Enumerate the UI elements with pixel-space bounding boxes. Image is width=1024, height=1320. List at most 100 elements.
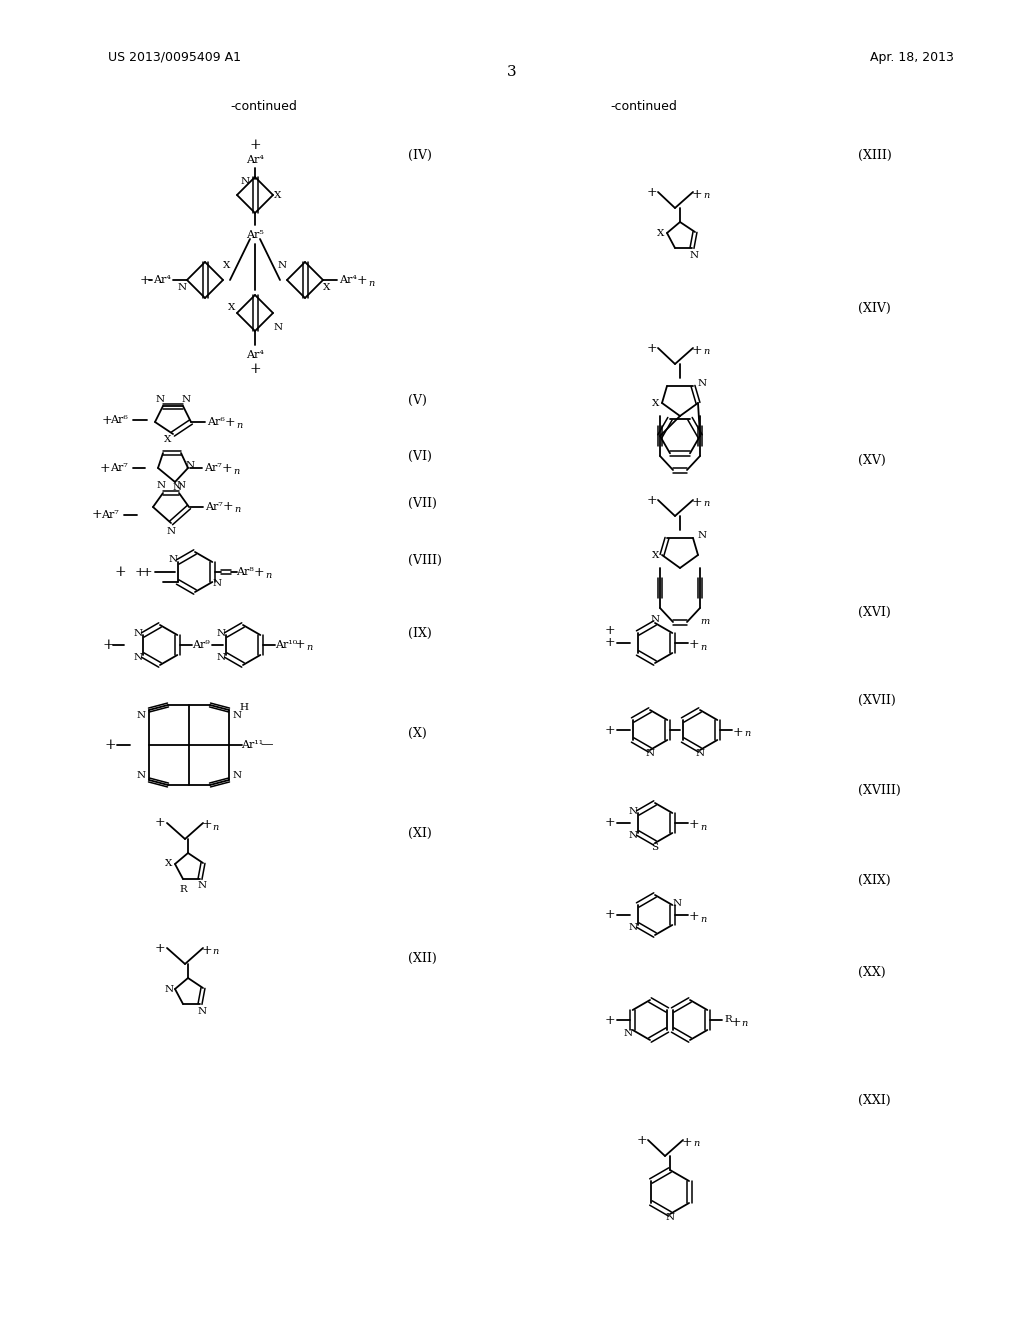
Text: N: N [650, 615, 659, 623]
Text: N: N [198, 1006, 207, 1015]
Text: +: + [135, 565, 145, 578]
Text: Ar⁴: Ar⁴ [153, 275, 171, 285]
Text: Ar¹⁰: Ar¹⁰ [274, 640, 297, 649]
Text: S: S [651, 842, 658, 851]
Text: n: n [236, 421, 242, 429]
Text: Ar⁴: Ar⁴ [246, 154, 264, 165]
Text: R: R [724, 1015, 732, 1024]
Text: X: X [324, 282, 331, 292]
Text: N: N [181, 396, 190, 404]
Text: —: — [261, 738, 273, 751]
Text: H: H [240, 702, 249, 711]
Text: (XV): (XV) [858, 454, 886, 466]
Text: X: X [274, 190, 282, 199]
Text: N: N [278, 260, 287, 269]
Text: +: + [691, 343, 702, 356]
Text: N: N [689, 251, 698, 260]
Text: N: N [198, 882, 207, 891]
Text: R: R [179, 884, 186, 894]
Text: n: n [306, 644, 312, 652]
Text: N: N [695, 750, 705, 759]
Text: n: n [743, 730, 751, 738]
Text: n: n [233, 506, 240, 515]
Text: 3: 3 [507, 65, 517, 79]
Text: +: + [356, 273, 368, 286]
Text: N: N [666, 1213, 675, 1222]
Text: X: X [228, 304, 236, 313]
Text: +: + [202, 944, 212, 957]
Text: X: X [164, 436, 172, 445]
Text: n: n [699, 822, 707, 832]
Text: N: N [273, 323, 283, 333]
Text: +: + [92, 508, 102, 521]
Text: Ar⁵: Ar⁵ [246, 230, 264, 240]
Text: (XVI): (XVI) [858, 606, 891, 619]
Text: N: N [167, 527, 175, 536]
Text: (XII): (XII) [408, 952, 437, 965]
Text: +: + [99, 462, 111, 474]
Text: (XI): (XI) [408, 826, 432, 840]
Text: N: N [133, 652, 142, 661]
Text: +: + [682, 1135, 692, 1148]
Text: +: + [115, 565, 126, 579]
Text: X: X [652, 550, 659, 560]
Text: N: N [629, 830, 638, 840]
Text: N: N [157, 482, 166, 491]
Text: N: N [216, 628, 225, 638]
Text: n: n [212, 948, 218, 957]
Text: +: + [605, 723, 615, 737]
Text: N: N [156, 396, 165, 404]
Text: (XIII): (XIII) [858, 149, 892, 161]
Text: (IV): (IV) [408, 149, 432, 161]
Text: -continued: -continued [610, 100, 677, 114]
Text: +: + [689, 911, 699, 924]
Text: N: N [624, 1030, 633, 1039]
Text: N: N [645, 750, 654, 759]
Text: +: + [101, 413, 113, 426]
Text: +: + [254, 565, 264, 578]
Text: n: n [212, 822, 218, 832]
Text: Ar⁸: Ar⁸ [237, 568, 254, 577]
Text: (V): (V) [408, 393, 427, 407]
Text: n: n [699, 915, 707, 924]
Text: +: + [224, 416, 236, 429]
Text: +: + [221, 462, 232, 474]
Text: m: m [700, 618, 710, 627]
Text: N: N [177, 282, 186, 292]
Text: +: + [155, 817, 165, 829]
Text: Ar⁹: Ar⁹ [193, 640, 210, 649]
Text: (XVII): (XVII) [858, 693, 896, 706]
Text: Ar⁶: Ar⁶ [207, 417, 225, 426]
Text: n: n [693, 1139, 699, 1148]
Text: (VIII): (VIII) [408, 553, 442, 566]
Text: (XIV): (XIV) [858, 301, 891, 314]
Text: +: + [689, 818, 699, 832]
Text: +: + [141, 565, 153, 578]
Text: Ar¹¹: Ar¹¹ [241, 741, 263, 750]
Text: N: N [673, 899, 682, 908]
Text: n: n [741, 1019, 748, 1028]
Text: n: n [232, 466, 240, 475]
Text: Ar⁷: Ar⁷ [111, 463, 128, 473]
Text: (VI): (VI) [408, 450, 432, 462]
Text: N: N [133, 628, 142, 638]
Text: N: N [176, 482, 185, 491]
Text: +: + [691, 187, 702, 201]
Text: N: N [697, 532, 707, 540]
Text: N: N [216, 652, 225, 661]
Text: -continued: -continued [230, 100, 297, 114]
Text: N: N [629, 923, 638, 932]
Text: Ar⁶: Ar⁶ [110, 414, 128, 425]
Text: N: N [232, 771, 242, 780]
Text: (XIX): (XIX) [858, 874, 891, 887]
Text: (XVIII): (XVIII) [858, 784, 901, 796]
Text: +: + [295, 639, 305, 652]
Text: +: + [605, 636, 615, 649]
Text: +: + [691, 495, 702, 508]
Text: +: + [647, 494, 657, 507]
Text: +: + [102, 638, 114, 652]
Text: n: n [265, 570, 271, 579]
Text: +: + [637, 1134, 647, 1147]
Text: n: n [702, 347, 710, 356]
Text: N: N [165, 985, 173, 994]
